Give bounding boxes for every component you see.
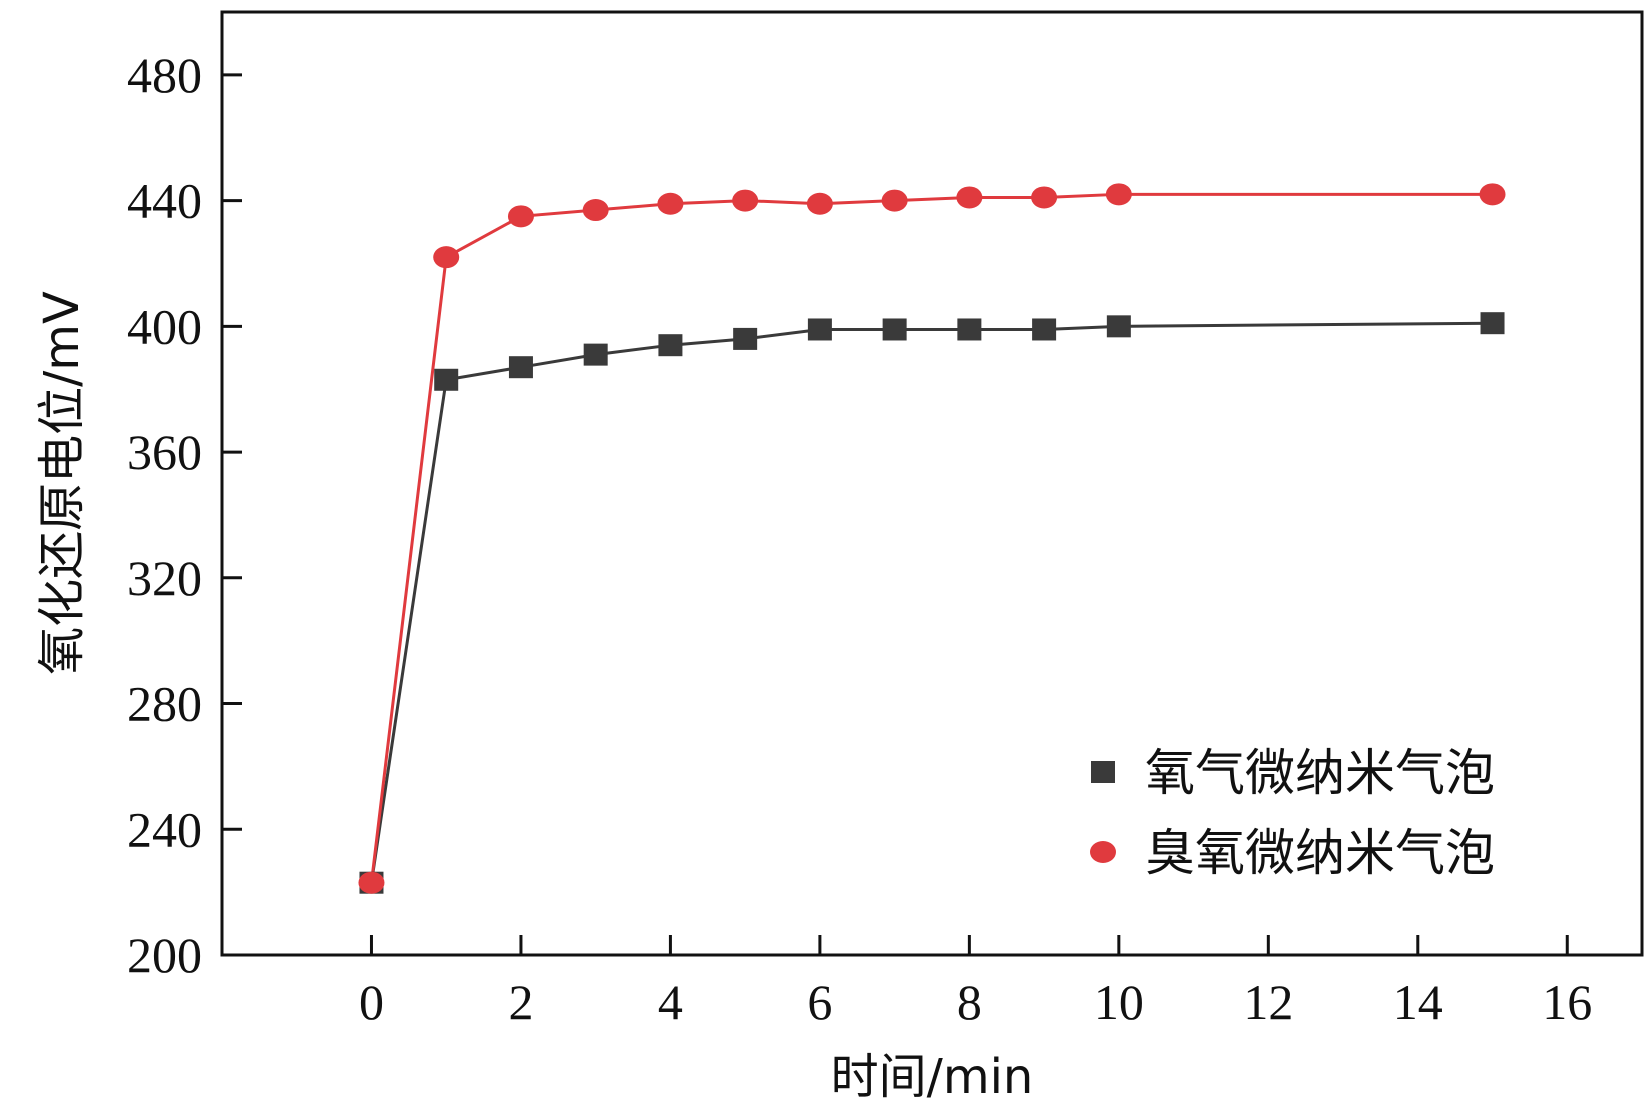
axis-ticks: 0 2 4 6 8 10 12 14 16 200 240 280 320 360 400 440 480 bbox=[127, 47, 1592, 1030]
legend-marker-2 bbox=[1090, 841, 1116, 863]
series-1-point bbox=[733, 327, 758, 350]
series-2-point bbox=[732, 189, 759, 212]
y-tick-label: 360 bbox=[127, 424, 202, 480]
y-tick-label: 240 bbox=[127, 801, 202, 857]
x-axis-title: 时间/min bbox=[831, 1049, 1034, 1105]
series-1-point bbox=[1032, 318, 1057, 341]
series-2-point bbox=[657, 192, 684, 215]
series-group bbox=[358, 183, 1506, 894]
y-axis-title: 氧化还原电位/mV bbox=[34, 291, 90, 675]
series-2-point bbox=[1479, 183, 1506, 206]
x-tick-label: 10 bbox=[1094, 974, 1144, 1030]
y-tick-label: 200 bbox=[127, 927, 202, 983]
legend-label-1: 氧气微纳米气泡 bbox=[1145, 744, 1495, 802]
y-tick-label: 440 bbox=[127, 173, 202, 229]
x-tick-label: 16 bbox=[1542, 974, 1592, 1030]
series-1-point bbox=[508, 356, 533, 379]
series-2-point bbox=[956, 186, 983, 209]
x-tick-label: 6 bbox=[807, 974, 832, 1030]
x-tick-label: 2 bbox=[508, 974, 533, 1030]
series-2-point bbox=[1031, 186, 1058, 209]
series-1-point bbox=[882, 318, 907, 341]
x-tick-label: 8 bbox=[957, 974, 982, 1030]
series-1-point bbox=[434, 368, 459, 391]
series-1-point bbox=[1480, 312, 1505, 335]
series-2-point bbox=[433, 246, 460, 269]
series-1-point bbox=[583, 343, 608, 366]
x-tick-label: 14 bbox=[1393, 974, 1443, 1030]
series-2-point bbox=[806, 192, 833, 215]
series-1-point bbox=[957, 318, 982, 341]
x-tick-label: 12 bbox=[1243, 974, 1293, 1030]
series-1-point bbox=[658, 334, 683, 357]
legend-label-2: 臭氧微纳米气泡 bbox=[1145, 824, 1495, 882]
x-tick-label: 0 bbox=[359, 974, 384, 1030]
series-2-point bbox=[507, 205, 534, 228]
y-tick-label: 280 bbox=[127, 676, 202, 732]
x-tick-label: 4 bbox=[658, 974, 683, 1030]
series-2-point bbox=[1105, 183, 1132, 206]
series-2-point bbox=[582, 199, 609, 222]
y-tick-label: 400 bbox=[127, 298, 202, 354]
series-1-point bbox=[807, 318, 832, 341]
series-line-1 bbox=[369, 321, 1493, 883]
series-2-point bbox=[881, 189, 908, 212]
y-tick-label: 320 bbox=[127, 550, 202, 606]
legend-marker-1 bbox=[1091, 761, 1115, 783]
y-tick-label: 480 bbox=[127, 47, 202, 103]
series-1-point bbox=[1106, 315, 1131, 338]
series-2-point bbox=[358, 871, 385, 894]
plot-frame bbox=[220, 10, 1644, 957]
